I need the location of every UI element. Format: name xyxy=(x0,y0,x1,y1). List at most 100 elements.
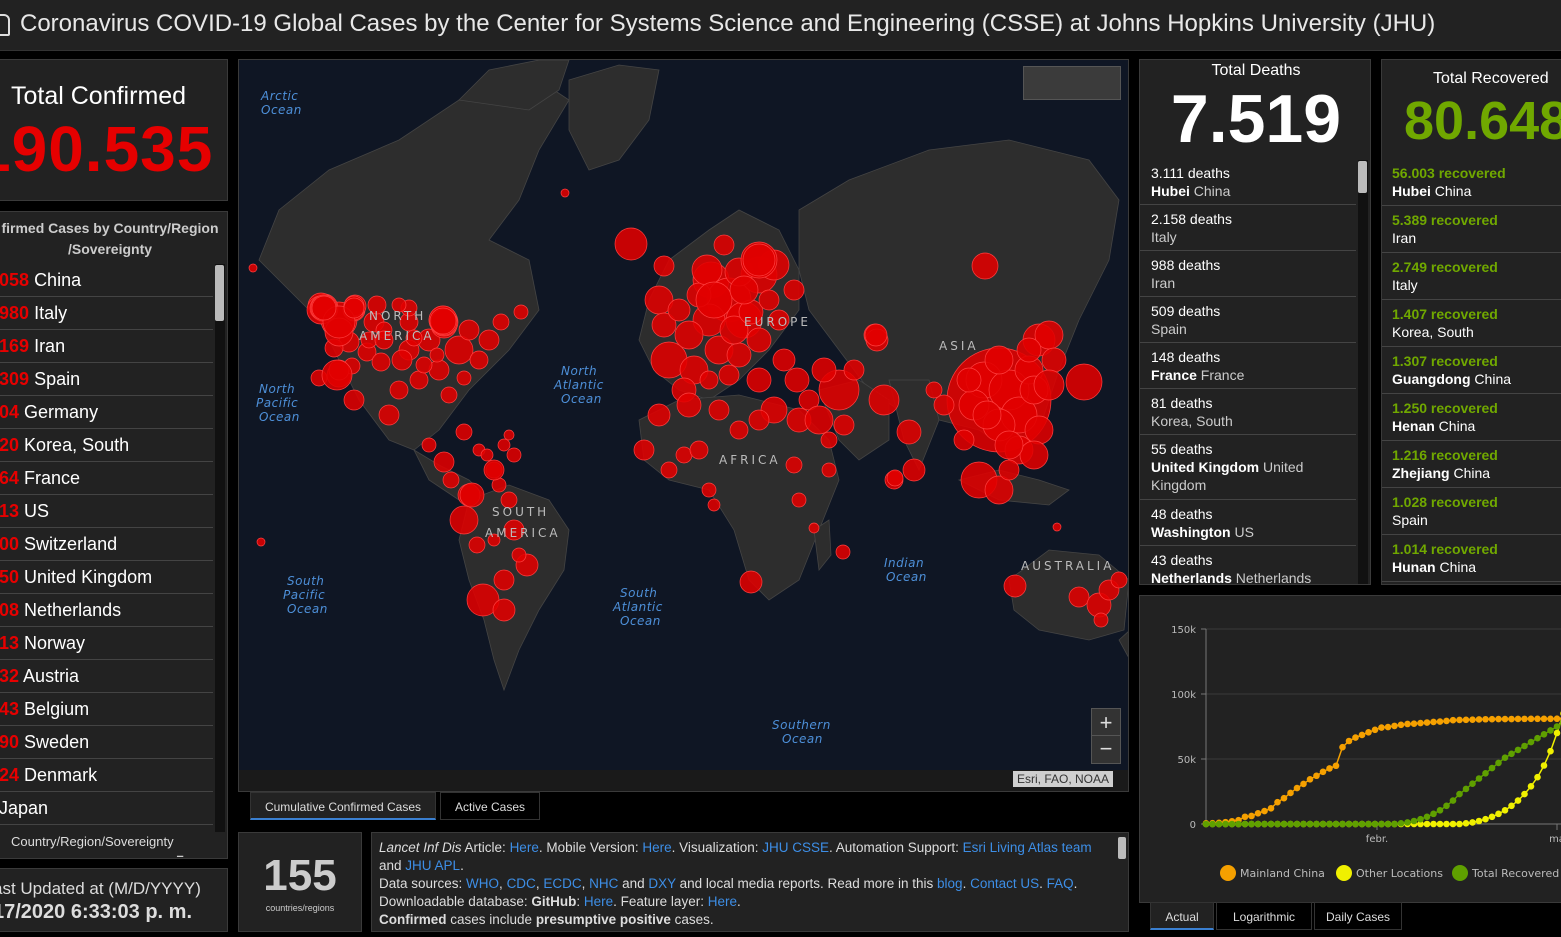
country-list-item[interactable]: 90 Sweden xyxy=(0,726,213,759)
recovered-region: Henan xyxy=(1392,418,1435,434)
deaths-list-item[interactable]: 2.158 deaths Italy xyxy=(1140,205,1356,251)
deaths-count: 3.111 deaths xyxy=(1151,165,1230,181)
country-list-item[interactable]: 169 Iran xyxy=(0,330,213,363)
recovered-list-item[interactable]: 2.749 recovered Italy xyxy=(1382,253,1561,300)
total-confirmed-panel: Total Confirmed 190.535 xyxy=(0,59,228,201)
map-search-box[interactable] xyxy=(1023,66,1121,100)
tab-actual[interactable]: Actual xyxy=(1150,902,1214,930)
country-list-item[interactable]: 32 Austria xyxy=(0,660,213,693)
chart-data-point xyxy=(1514,715,1522,723)
faq-link[interactable]: FAQ xyxy=(1046,876,1074,891)
deaths-list-item[interactable]: 509 deaths Spain xyxy=(1140,297,1356,343)
deaths-count: 509 deaths xyxy=(1151,303,1221,319)
deaths-list-item[interactable]: 43 deaths Netherlands Netherlands xyxy=(1140,546,1356,584)
zoom-in-button[interactable]: + xyxy=(1091,708,1121,736)
deaths-list-item[interactable]: 48 deaths Washington US xyxy=(1140,500,1356,546)
recovered-list-item[interactable]: 1.028 recovered Spain xyxy=(1382,488,1561,535)
info-text-span: Data sources: xyxy=(379,876,467,891)
chart-legend-swatch xyxy=(1336,865,1352,881)
chart-legend-swatch xyxy=(1220,865,1236,881)
countries-count-panel: 155 countries/regions xyxy=(238,832,362,932)
recovered-location: Hunan China xyxy=(1392,558,1561,576)
confirmed-case-bubbles[interactable] xyxy=(248,188,1128,628)
ocean-label: Ocean xyxy=(782,732,823,746)
deaths-list[interactable]: 3.111 deaths Hubei China 2.158 deaths Ital… xyxy=(1140,159,1356,584)
chart-data-point xyxy=(1534,734,1541,742)
deaths-list-item[interactable]: 55 deaths United Kingdom United Kingdom xyxy=(1140,435,1356,500)
ocean-label: Southern xyxy=(772,718,831,732)
tab-active-cases[interactable]: Active Cases xyxy=(440,792,540,820)
chart-data-point xyxy=(1495,759,1502,767)
github-link[interactable]: Here xyxy=(583,894,614,909)
country-list-item[interactable]: 00 Switzerland xyxy=(0,528,213,561)
chart-legend-label: Total Recovered xyxy=(1471,867,1559,880)
country-list-item[interactable]: 058 China xyxy=(0,264,213,297)
country-list-item[interactable]: 309 Spain xyxy=(0,363,213,396)
world-map[interactable]: Arctic Ocean North Pacific Ocean North A… xyxy=(239,60,1129,792)
country-list-item[interactable]: 980 Italy xyxy=(0,297,213,330)
deaths-list-item[interactable]: 3.111 deaths Hubei China xyxy=(1140,159,1356,205)
chart-data-point xyxy=(1469,819,1476,826)
chart-data-point xyxy=(1319,768,1327,776)
contact-us-link[interactable]: Contact US xyxy=(970,876,1040,891)
country-list-header-line2: /Sovereignty xyxy=(67,241,153,257)
info-scroll-thumb[interactable] xyxy=(1118,837,1126,859)
ecdc-link[interactable]: ECDC xyxy=(543,876,582,891)
deaths-list-item[interactable]: 81 deaths Korea, South xyxy=(1140,389,1356,435)
deaths-region: Washington xyxy=(1151,524,1231,540)
chart-data-point xyxy=(1417,719,1424,727)
esri-living-atlas-link[interactable]: Esri Living Atlas team xyxy=(962,840,1092,855)
article-link[interactable]: Here xyxy=(509,840,539,855)
country-list-item[interactable]: 24 Denmark xyxy=(0,759,213,792)
cases-chart[interactable]: 150k 100k 50k 0 febr. ma Mainland China Other L… xyxy=(1140,596,1561,903)
jhu-apl-link[interactable]: JHU APL xyxy=(405,858,461,873)
recovered-list-item[interactable]: 56.003 recovered Hubei China xyxy=(1382,159,1561,206)
deaths-count: 55 deaths xyxy=(1151,441,1213,457)
recovered-list-item[interactable]: 1.250 recovered Henan China xyxy=(1382,394,1561,441)
recovered-list-item[interactable]: 1.014 recovered Hunan China xyxy=(1382,535,1561,582)
chart-data-point xyxy=(1332,762,1340,770)
mobile-version-link[interactable]: Here xyxy=(642,840,672,855)
chart-data-point xyxy=(1423,719,1431,726)
chart-data-point xyxy=(1261,807,1268,815)
country-list-scrollbar[interactable] xyxy=(215,264,225,832)
tab-logarithmic[interactable]: Logarithmic xyxy=(1216,902,1312,930)
feature-layer-link[interactable]: Here xyxy=(707,894,737,909)
chart-data-point xyxy=(1267,820,1275,828)
country-list-item[interactable]: 04 Germany xyxy=(0,396,213,429)
country-list[interactable]: 058 China 980 Italy 169 Iran 309 Spain 04 Ge… xyxy=(0,264,213,829)
jhu-csse-link[interactable]: JHU CSSE xyxy=(762,840,829,855)
deaths-country: United Kingdom xyxy=(1151,459,1304,493)
nhc-link[interactable]: NHC xyxy=(589,876,619,891)
country-list-footer[interactable]: Country/Region/Sovereignty xyxy=(11,834,174,849)
deaths-list-scroll-thumb[interactable] xyxy=(1358,161,1367,193)
deaths-list-scrollbar[interactable] xyxy=(1358,160,1368,584)
country-list-item[interactable]: 08 Netherlands xyxy=(0,594,213,627)
chevron-down-icon[interactable]: ▁ xyxy=(177,848,184,857)
deaths-list-item[interactable]: 988 deaths Iran xyxy=(1140,251,1356,297)
country-list-item[interactable]: 13 Norway xyxy=(0,627,213,660)
tab-daily-cases[interactable]: Daily Cases xyxy=(1314,902,1402,930)
recovered-list-item[interactable]: 1.307 recovered Guangdong China xyxy=(1382,347,1561,394)
country-list-scroll-thumb[interactable] xyxy=(215,265,224,321)
map-panel[interactable]: Arctic Ocean North Pacific Ocean North A… xyxy=(238,59,1129,792)
recovered-list-item[interactable]: 1.407 recovered Korea, South xyxy=(1382,300,1561,347)
country-list-item[interactable]: 20 Korea, South xyxy=(0,429,213,462)
country-list-item[interactable]: Japan xyxy=(0,792,213,825)
recovered-list-item[interactable]: 5.389 recovered Iran xyxy=(1382,206,1561,253)
cdc-link[interactable]: CDC xyxy=(506,876,536,891)
who-link[interactable]: WHO xyxy=(466,876,500,891)
deaths-list-item[interactable]: 148 deaths France France xyxy=(1140,343,1356,389)
zoom-out-button[interactable]: − xyxy=(1091,736,1121,764)
country-list-item[interactable]: 50 United Kingdom xyxy=(0,561,213,594)
recovered-country: China xyxy=(1435,559,1477,575)
recovered-list[interactable]: 56.003 recovered Hubei China 5.389 recover… xyxy=(1382,159,1561,582)
country-list-item[interactable]: 43 Belgium xyxy=(0,693,213,726)
chart-data-point xyxy=(1326,765,1333,772)
dxy-link[interactable]: DXY xyxy=(648,876,676,891)
tab-cumulative-confirmed[interactable]: Cumulative Confirmed Cases xyxy=(250,792,436,820)
country-list-item[interactable]: 64 France xyxy=(0,462,213,495)
blog-link[interactable]: blog xyxy=(937,876,963,891)
country-list-item[interactable]: 13 US xyxy=(0,495,213,528)
recovered-list-item[interactable]: 1.216 recovered Zhejiang China xyxy=(1382,441,1561,488)
